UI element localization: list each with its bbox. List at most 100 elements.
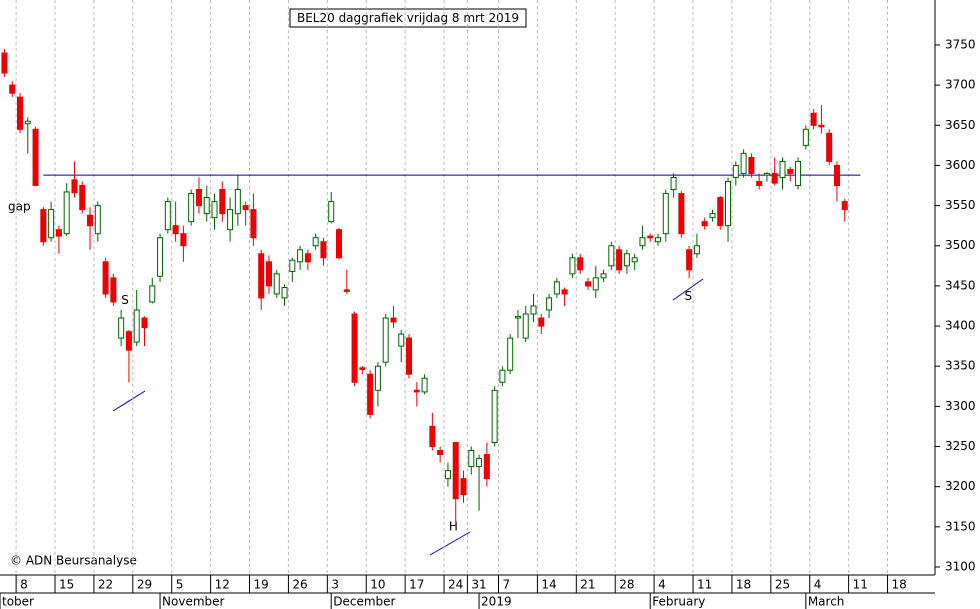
y-tick-label: 3550 bbox=[945, 198, 976, 212]
month-label: December bbox=[333, 595, 395, 609]
candle-body bbox=[483, 454, 490, 480]
candle-body bbox=[320, 241, 327, 259]
x-tick-label: 3 bbox=[331, 578, 339, 592]
x-tick-label: 24 bbox=[448, 578, 463, 592]
candle-body bbox=[437, 450, 444, 456]
candle-body bbox=[833, 164, 840, 187]
candle-body bbox=[616, 249, 623, 271]
y-tick-label: 3250 bbox=[945, 439, 976, 453]
candle-body bbox=[421, 377, 428, 393]
candle-body bbox=[499, 369, 506, 383]
candle-body bbox=[538, 317, 545, 327]
candle-body bbox=[553, 281, 560, 295]
x-tick-label: 5 bbox=[176, 578, 184, 592]
candle-body bbox=[382, 317, 389, 363]
candle-body bbox=[818, 124, 825, 128]
x-tick-label: 29 bbox=[137, 578, 152, 592]
candle-body bbox=[569, 257, 576, 275]
y-tick-label: 3100 bbox=[945, 559, 976, 573]
candle-body bbox=[9, 84, 16, 94]
candle-body bbox=[55, 229, 62, 237]
candle-body bbox=[390, 317, 397, 323]
candle-body bbox=[359, 367, 366, 370]
candle-body bbox=[561, 289, 568, 295]
y-tick-label: 3150 bbox=[945, 519, 976, 533]
candle-body bbox=[756, 180, 763, 187]
candle-body bbox=[304, 253, 311, 263]
candle-body bbox=[600, 273, 607, 279]
x-tick-label: 26 bbox=[292, 578, 307, 592]
x-tick-label: 18 bbox=[892, 578, 907, 592]
candle-body bbox=[693, 245, 700, 255]
candle-body bbox=[732, 164, 739, 178]
candle-body bbox=[133, 309, 140, 343]
candle-body bbox=[265, 261, 272, 287]
candle-body bbox=[367, 373, 374, 415]
candle-body bbox=[655, 237, 662, 243]
candle-body bbox=[647, 235, 654, 239]
trend-line bbox=[672, 278, 704, 301]
candle-body bbox=[289, 259, 296, 272]
candle-body bbox=[157, 237, 164, 277]
candle-body bbox=[203, 197, 210, 215]
x-tick-label: 28 bbox=[619, 578, 634, 592]
x-tick-label: 19 bbox=[254, 578, 269, 592]
candle-body bbox=[507, 337, 514, 371]
candle-body bbox=[406, 337, 413, 375]
candle-body bbox=[258, 253, 265, 299]
candle-body bbox=[522, 313, 529, 339]
candle-body bbox=[40, 209, 47, 243]
candle-body bbox=[841, 201, 848, 211]
candle-body bbox=[476, 458, 483, 468]
candle-body bbox=[709, 213, 716, 219]
y-tick-label: 3750 bbox=[945, 37, 976, 51]
candle-body bbox=[242, 205, 249, 211]
candle-body bbox=[584, 281, 591, 287]
candle-body bbox=[328, 201, 335, 223]
candle-body bbox=[16, 96, 23, 130]
x-tick-label: 17 bbox=[409, 578, 424, 592]
candle-body bbox=[623, 253, 630, 267]
candle-body bbox=[24, 120, 31, 125]
candle-body bbox=[188, 193, 195, 223]
y-tick-label: 3600 bbox=[945, 158, 976, 172]
candle-body bbox=[701, 221, 708, 227]
candle-body bbox=[452, 441, 459, 500]
x-tick-label: 18 bbox=[736, 578, 751, 592]
candle-body bbox=[87, 214, 94, 227]
annotation: gap bbox=[8, 200, 31, 214]
x-tick-label: 15 bbox=[59, 578, 74, 592]
candle-body bbox=[343, 289, 350, 293]
candle-body bbox=[374, 365, 381, 391]
candle-body bbox=[195, 189, 202, 207]
month-label: tober bbox=[2, 595, 34, 609]
candle-body bbox=[219, 189, 226, 215]
candle-body bbox=[110, 277, 117, 303]
y-tick-label: 3650 bbox=[945, 118, 976, 132]
candle-body bbox=[102, 261, 109, 295]
candle-body bbox=[227, 209, 234, 231]
candle-body bbox=[795, 160, 802, 187]
candle-body bbox=[670, 176, 677, 191]
candle-body bbox=[530, 305, 537, 315]
candle-body bbox=[250, 209, 257, 239]
candle-body bbox=[717, 197, 724, 227]
candle-body bbox=[631, 257, 638, 263]
candle-body bbox=[592, 277, 599, 291]
candle-body bbox=[172, 225, 179, 235]
x-tick-label: 8 bbox=[20, 578, 28, 592]
candle-body bbox=[48, 209, 55, 239]
candle-body bbox=[141, 317, 148, 329]
trend-line bbox=[112, 390, 146, 412]
candle-body bbox=[32, 128, 39, 187]
candle-body bbox=[94, 205, 101, 235]
annotation: H bbox=[449, 519, 458, 533]
annotation: S bbox=[685, 289, 693, 303]
candle-body bbox=[180, 233, 187, 247]
candle-body bbox=[725, 180, 732, 227]
y-tick-label: 3500 bbox=[945, 238, 976, 252]
candle-body bbox=[297, 249, 304, 263]
x-tick-label: 7 bbox=[503, 578, 511, 592]
candle-body bbox=[514, 315, 521, 319]
